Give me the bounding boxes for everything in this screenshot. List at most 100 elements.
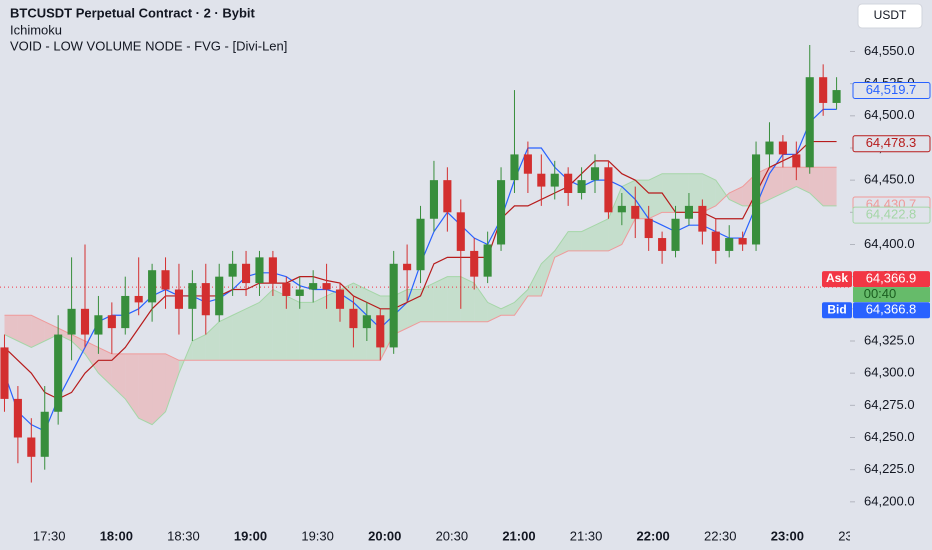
cloud-fill <box>125 353 139 419</box>
candle-body <box>497 180 506 245</box>
y-tick-label: 64,250.0 <box>864 429 915 444</box>
y-tick-label: 64,500.0 <box>864 107 915 122</box>
cloud-fill <box>138 353 153 425</box>
price-tag-label: 64,478.3 <box>866 135 917 150</box>
candle-body <box>134 295 143 303</box>
cloud-fill <box>608 186 622 251</box>
cloud-fill <box>31 315 45 348</box>
y-tick-label: 64,225.0 <box>864 461 915 476</box>
candle-body <box>725 238 734 251</box>
candle-body <box>403 263 412 271</box>
candle-body <box>201 283 210 316</box>
cloud-fill <box>796 167 810 194</box>
cloud-fill <box>648 173 663 219</box>
candle-body <box>832 90 841 103</box>
cloud-edge <box>4 173 837 426</box>
bid-name: Bid <box>827 302 846 316</box>
y-tick-label: 64,325.0 <box>864 332 915 347</box>
ask-label: 64,366.9 <box>866 271 917 286</box>
cloud-fill <box>474 283 488 322</box>
candle-body <box>577 180 586 194</box>
ask-name: Ask <box>826 271 848 285</box>
cloud-fill <box>769 167 783 200</box>
price-tag <box>852 206 931 224</box>
candle-body <box>416 218 425 271</box>
x-tick-label: 19:30 <box>301 528 334 543</box>
cloud-fill <box>420 283 434 322</box>
x-tick-label: 23:00 <box>771 528 804 543</box>
candle-body <box>40 411 49 457</box>
ask-badge <box>822 271 852 288</box>
candle-body <box>429 180 438 219</box>
candle-body <box>242 263 251 284</box>
candle-body <box>443 180 452 213</box>
candle-body <box>792 154 801 168</box>
candle-body <box>765 141 774 155</box>
cloud-fill <box>259 289 273 361</box>
indicator-label: Ichimoku <box>10 22 62 37</box>
x-tick-label: 19:00 <box>234 528 267 543</box>
y-tick-label: 64,550.0 <box>864 43 915 58</box>
x-tick-label: 22:30 <box>704 528 737 543</box>
candle-body <box>335 289 345 309</box>
y-tick-label: 64,200.0 <box>864 493 915 508</box>
candle-body <box>711 231 720 251</box>
x-tick-label: 18:30 <box>167 528 200 543</box>
cloud-fill <box>353 283 367 361</box>
chart-title: BTCUSDT Perpetual Contract · 2 · Bybit <box>10 5 256 20</box>
candle-body <box>161 270 170 290</box>
indicator-label: VOID - LOW VOLUME NODE - FVG - [Divi-Len… <box>10 38 287 53</box>
currency-button-label[interactable]: USDT <box>874 8 907 22</box>
candle-body <box>376 315 385 348</box>
cloud-fill <box>407 289 421 329</box>
x-tick-label: 22:00 <box>637 528 670 543</box>
cloud-fill <box>165 353 179 412</box>
candle-body <box>215 276 224 316</box>
candle-body <box>268 257 277 284</box>
candle-body <box>0 347 9 399</box>
candle-body <box>510 154 519 181</box>
cloud-fill <box>152 353 166 425</box>
y-tick-label: 64,300.0 <box>864 365 915 380</box>
candle-body <box>470 250 479 277</box>
candle-body <box>282 283 291 296</box>
candle-body <box>94 315 103 335</box>
currency-button[interactable] <box>857 3 923 29</box>
candle-body <box>54 334 63 412</box>
candle-body <box>550 173 559 187</box>
price-tag-label: 64,519.7 <box>866 82 917 97</box>
candle-body <box>188 283 197 309</box>
price-tag <box>852 81 931 99</box>
cloud-fill <box>568 231 582 251</box>
countdown: 00:40 <box>864 286 897 301</box>
x-tick-label: 20:00 <box>368 528 401 543</box>
cloud-fill <box>581 225 595 251</box>
candle-body <box>121 295 130 329</box>
x-axis: 17:30 18:00 18:30 19:00 19:30 20:00 20:30 21:00… <box>33 528 850 543</box>
candle-body <box>322 283 331 290</box>
cloud-fill <box>715 180 730 206</box>
x-tick-label: 18:00 <box>100 528 133 543</box>
candle-body <box>309 283 318 290</box>
candle-body <box>564 173 573 194</box>
price-tag <box>852 135 931 153</box>
candle-body <box>644 218 653 239</box>
candle-body <box>698 205 707 232</box>
cloud-fill <box>313 295 327 361</box>
cloud-fill <box>675 173 689 213</box>
cloud-fill <box>433 276 448 322</box>
cloud-fill <box>192 334 206 361</box>
cloud-fill <box>111 353 126 399</box>
candle-body <box>738 238 747 245</box>
x-tick-label: 21:30 <box>570 528 603 543</box>
cloud-fill <box>554 231 569 258</box>
candle-body <box>107 315 116 329</box>
y-tick-label: 64,450.0 <box>864 172 915 187</box>
cloud-fill <box>782 167 797 194</box>
candle-body <box>684 205 693 219</box>
x-tick-label: 20:30 <box>436 528 469 543</box>
cloud-fill <box>232 308 247 361</box>
bid-badge <box>822 302 852 319</box>
